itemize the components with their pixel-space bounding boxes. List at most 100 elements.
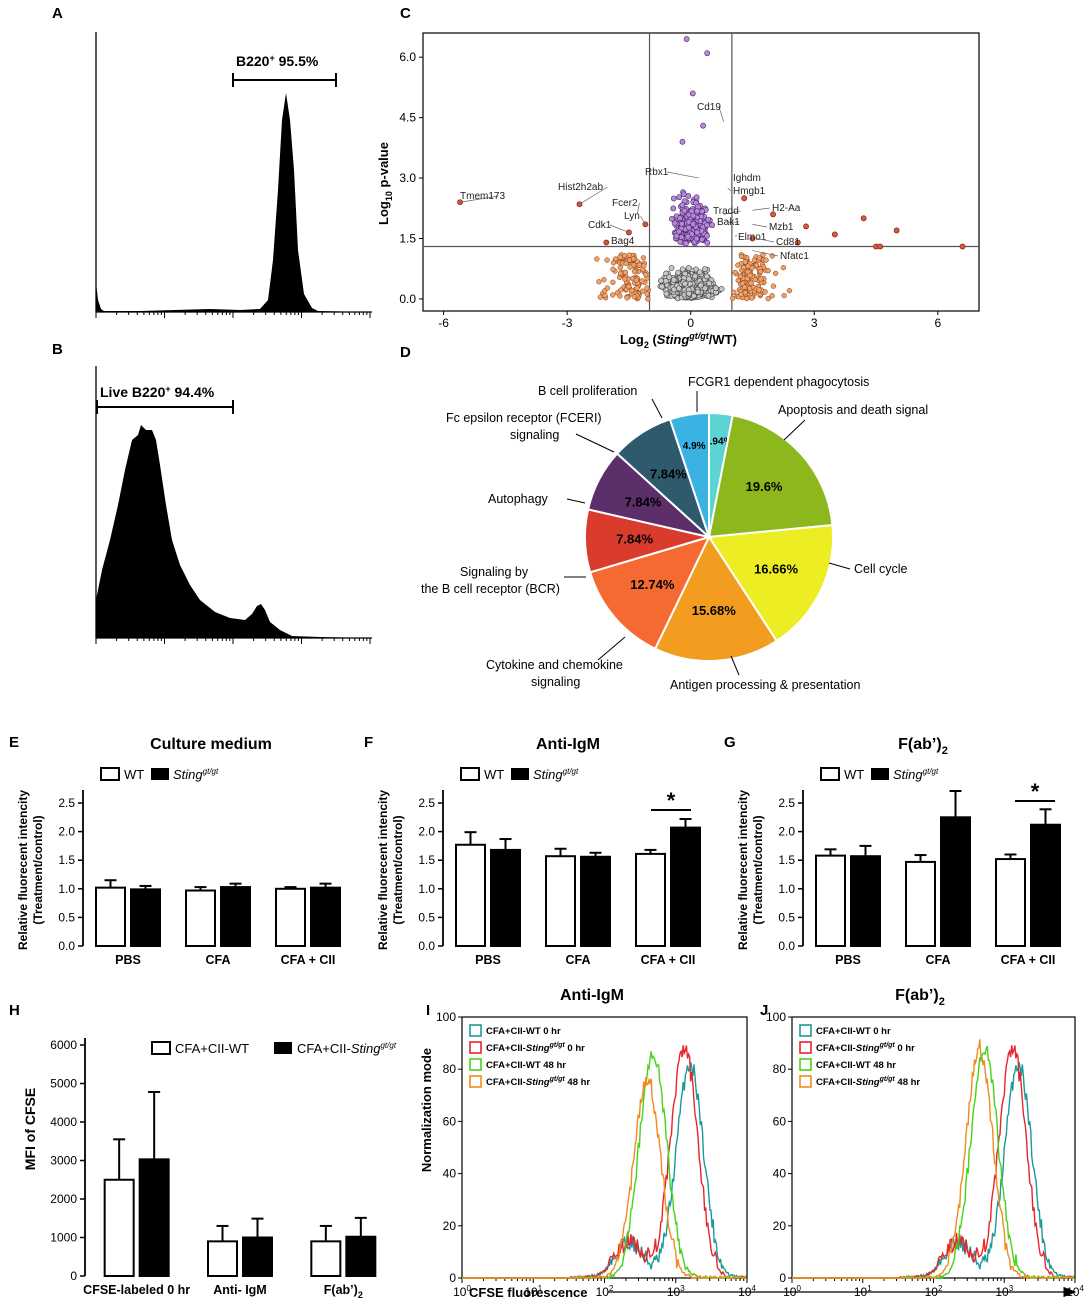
- legend-label: CFA+CII-WT 0 hr: [816, 1026, 891, 1037]
- scatter-point-fold: [765, 268, 771, 274]
- panel-e-ylabel-2: (Treatment/control): [31, 815, 45, 924]
- panel-label-c: C: [400, 5, 411, 22]
- x-tick-exp: 1: [538, 1284, 543, 1293]
- scatter-point-fold: [752, 276, 758, 283]
- gene-label: Tradd: [713, 206, 739, 217]
- y-tick-label: 0.0: [778, 939, 795, 953]
- pie-slice-label: 2.94%: [704, 437, 732, 448]
- y-tick-label: 20: [773, 1219, 787, 1233]
- bar: [545, 855, 576, 947]
- panel-c-threshold-lines: [423, 33, 979, 311]
- panel-label-d: D: [400, 344, 411, 361]
- panel-h-legend: CFA+CII-WT CFA+CII-Stinggt/gt: [151, 1041, 397, 1056]
- gene-label: Tmem173: [460, 191, 505, 202]
- scatter-point-sig: [693, 194, 700, 201]
- scatter-point-hit: [749, 235, 756, 242]
- scatter-point-fold: [631, 268, 638, 275]
- histogram-series-line: [462, 1062, 747, 1280]
- legend-label-part: CFA+CII-: [486, 1043, 526, 1054]
- pie-slice-label: 7.84%: [616, 531, 653, 546]
- x-tick-label: 0: [687, 316, 694, 330]
- panel-j-title: F(ab’)2: [895, 987, 945, 1008]
- panel-b-histogram-fill: [96, 425, 372, 638]
- scatter-point: [706, 280, 713, 287]
- panel-label-b: B: [52, 341, 63, 358]
- category-label: CFA: [926, 953, 951, 967]
- panel-d-callouts: FCGR1 dependent phagocytosis Apoptosis a…: [421, 375, 928, 692]
- panel-label-f: F: [364, 734, 373, 751]
- x-tick-label: 104: [1066, 1284, 1084, 1299]
- scatter-point-fold: [623, 260, 629, 266]
- pie-slice-label: 7.84%: [650, 467, 687, 482]
- plot-frame: [791, 1016, 1076, 1279]
- gene-leader-line: [752, 250, 779, 257]
- scatter-point-fold: [645, 296, 651, 302]
- scatter-point-fold: [639, 288, 646, 294]
- x-tick-exp: 3: [1009, 1284, 1014, 1293]
- panel-f-legend: WT Stinggt/gt: [460, 767, 579, 782]
- gene-label: Hmgb1: [733, 186, 766, 197]
- legend-label: CFA+CII-WT 48 hr: [816, 1060, 896, 1071]
- scatter-point-fold: [773, 270, 779, 276]
- legend-label-post: 48 hr: [895, 1077, 921, 1088]
- legend-label: CFA+CII-Stinggt/gt 48 hr: [816, 1076, 920, 1088]
- scatter-point-sig: [699, 208, 706, 215]
- panel-h-ylabel: MFI of CFSE: [22, 1088, 38, 1170]
- y-tick-label: 2.5: [58, 796, 75, 810]
- x-tick-label: 100: [783, 1284, 801, 1299]
- scatter-point-fold: [622, 276, 628, 282]
- scatter-point-fold: [745, 269, 751, 275]
- gene-label: Lyn: [624, 211, 640, 222]
- scatter-point: [718, 285, 725, 292]
- pie-slice: [668, 411, 710, 538]
- y-tick-label: 1.0: [418, 882, 435, 896]
- legend-swatch-wt: [820, 767, 840, 781]
- y-tick-label: 4.5: [399, 111, 416, 125]
- scatter-point: [682, 280, 688, 287]
- x-tick-exp: 4: [1079, 1284, 1084, 1293]
- pie-callout-cellcycle: Cell cycle: [854, 562, 908, 576]
- y-tick-label: 0: [449, 1271, 456, 1285]
- svg-text:CFA+CII-Stinggt/gt: CFA+CII-Stinggt/gt: [297, 1041, 397, 1056]
- y-tick-label: 3.0: [399, 171, 416, 185]
- scatter-point: [675, 269, 682, 276]
- scatter-point-fold: [633, 277, 639, 283]
- gene-label: H2-Aa: [772, 203, 801, 214]
- bar: [580, 855, 611, 948]
- bar: [95, 886, 126, 948]
- legend-label: CFA+CII-WT 48 hr: [486, 1060, 566, 1071]
- panel-i-title: Anti-IgM: [560, 987, 624, 1004]
- panel-g-legend: WT Stinggt/gt: [820, 767, 939, 782]
- panel-c-frame: [422, 32, 980, 312]
- scatter-point-fold: [610, 260, 617, 266]
- scatter-point-sig: [680, 191, 687, 198]
- bar: [490, 848, 521, 947]
- legend-swatch-ko: [151, 768, 169, 780]
- scatter-point-sig: [676, 194, 683, 201]
- pie-callout-apoptosis: Apoptosis and death signal: [778, 403, 928, 417]
- y-tick-label: 1.5: [58, 853, 75, 867]
- pie-callout-antigen: Antigen processing & presentation: [670, 678, 860, 692]
- scatter-point-sig: [704, 239, 711, 246]
- gene-label: Fcer2: [612, 198, 638, 209]
- panel-e-bar-chart: 0.0 0.5 1.0 1.5 2.0 2.5 PBS CFA CFA + CII: [58, 790, 341, 967]
- gene-label: Bag4: [611, 236, 635, 247]
- legend-swatch-ko: [274, 1042, 292, 1054]
- gene-label: Cdk1: [588, 220, 612, 231]
- scatter-point-fold: [740, 264, 747, 271]
- gene-leader-line: [640, 215, 646, 225]
- panel-c-gene-labels: Tmem173 Hist2h2ab Fcer2 Lyn Cdk1 Bag4 Rbx1 Cd19…: [460, 102, 809, 262]
- x-tick-label: 6: [934, 316, 941, 330]
- gene-label: Rbx1: [645, 167, 669, 178]
- bar: [345, 1235, 377, 1277]
- scatter-point-hit: [803, 223, 809, 230]
- y-tick-label: 40: [443, 1167, 457, 1181]
- pie-callout-fcgr1: FCGR1 dependent phagocytosis: [688, 375, 869, 389]
- scatter-point-fold: [781, 292, 787, 299]
- gene-label: Hist2h2ab: [558, 182, 603, 193]
- legend-swatch: [469, 1041, 482, 1054]
- scatter-point-hit: [959, 243, 966, 250]
